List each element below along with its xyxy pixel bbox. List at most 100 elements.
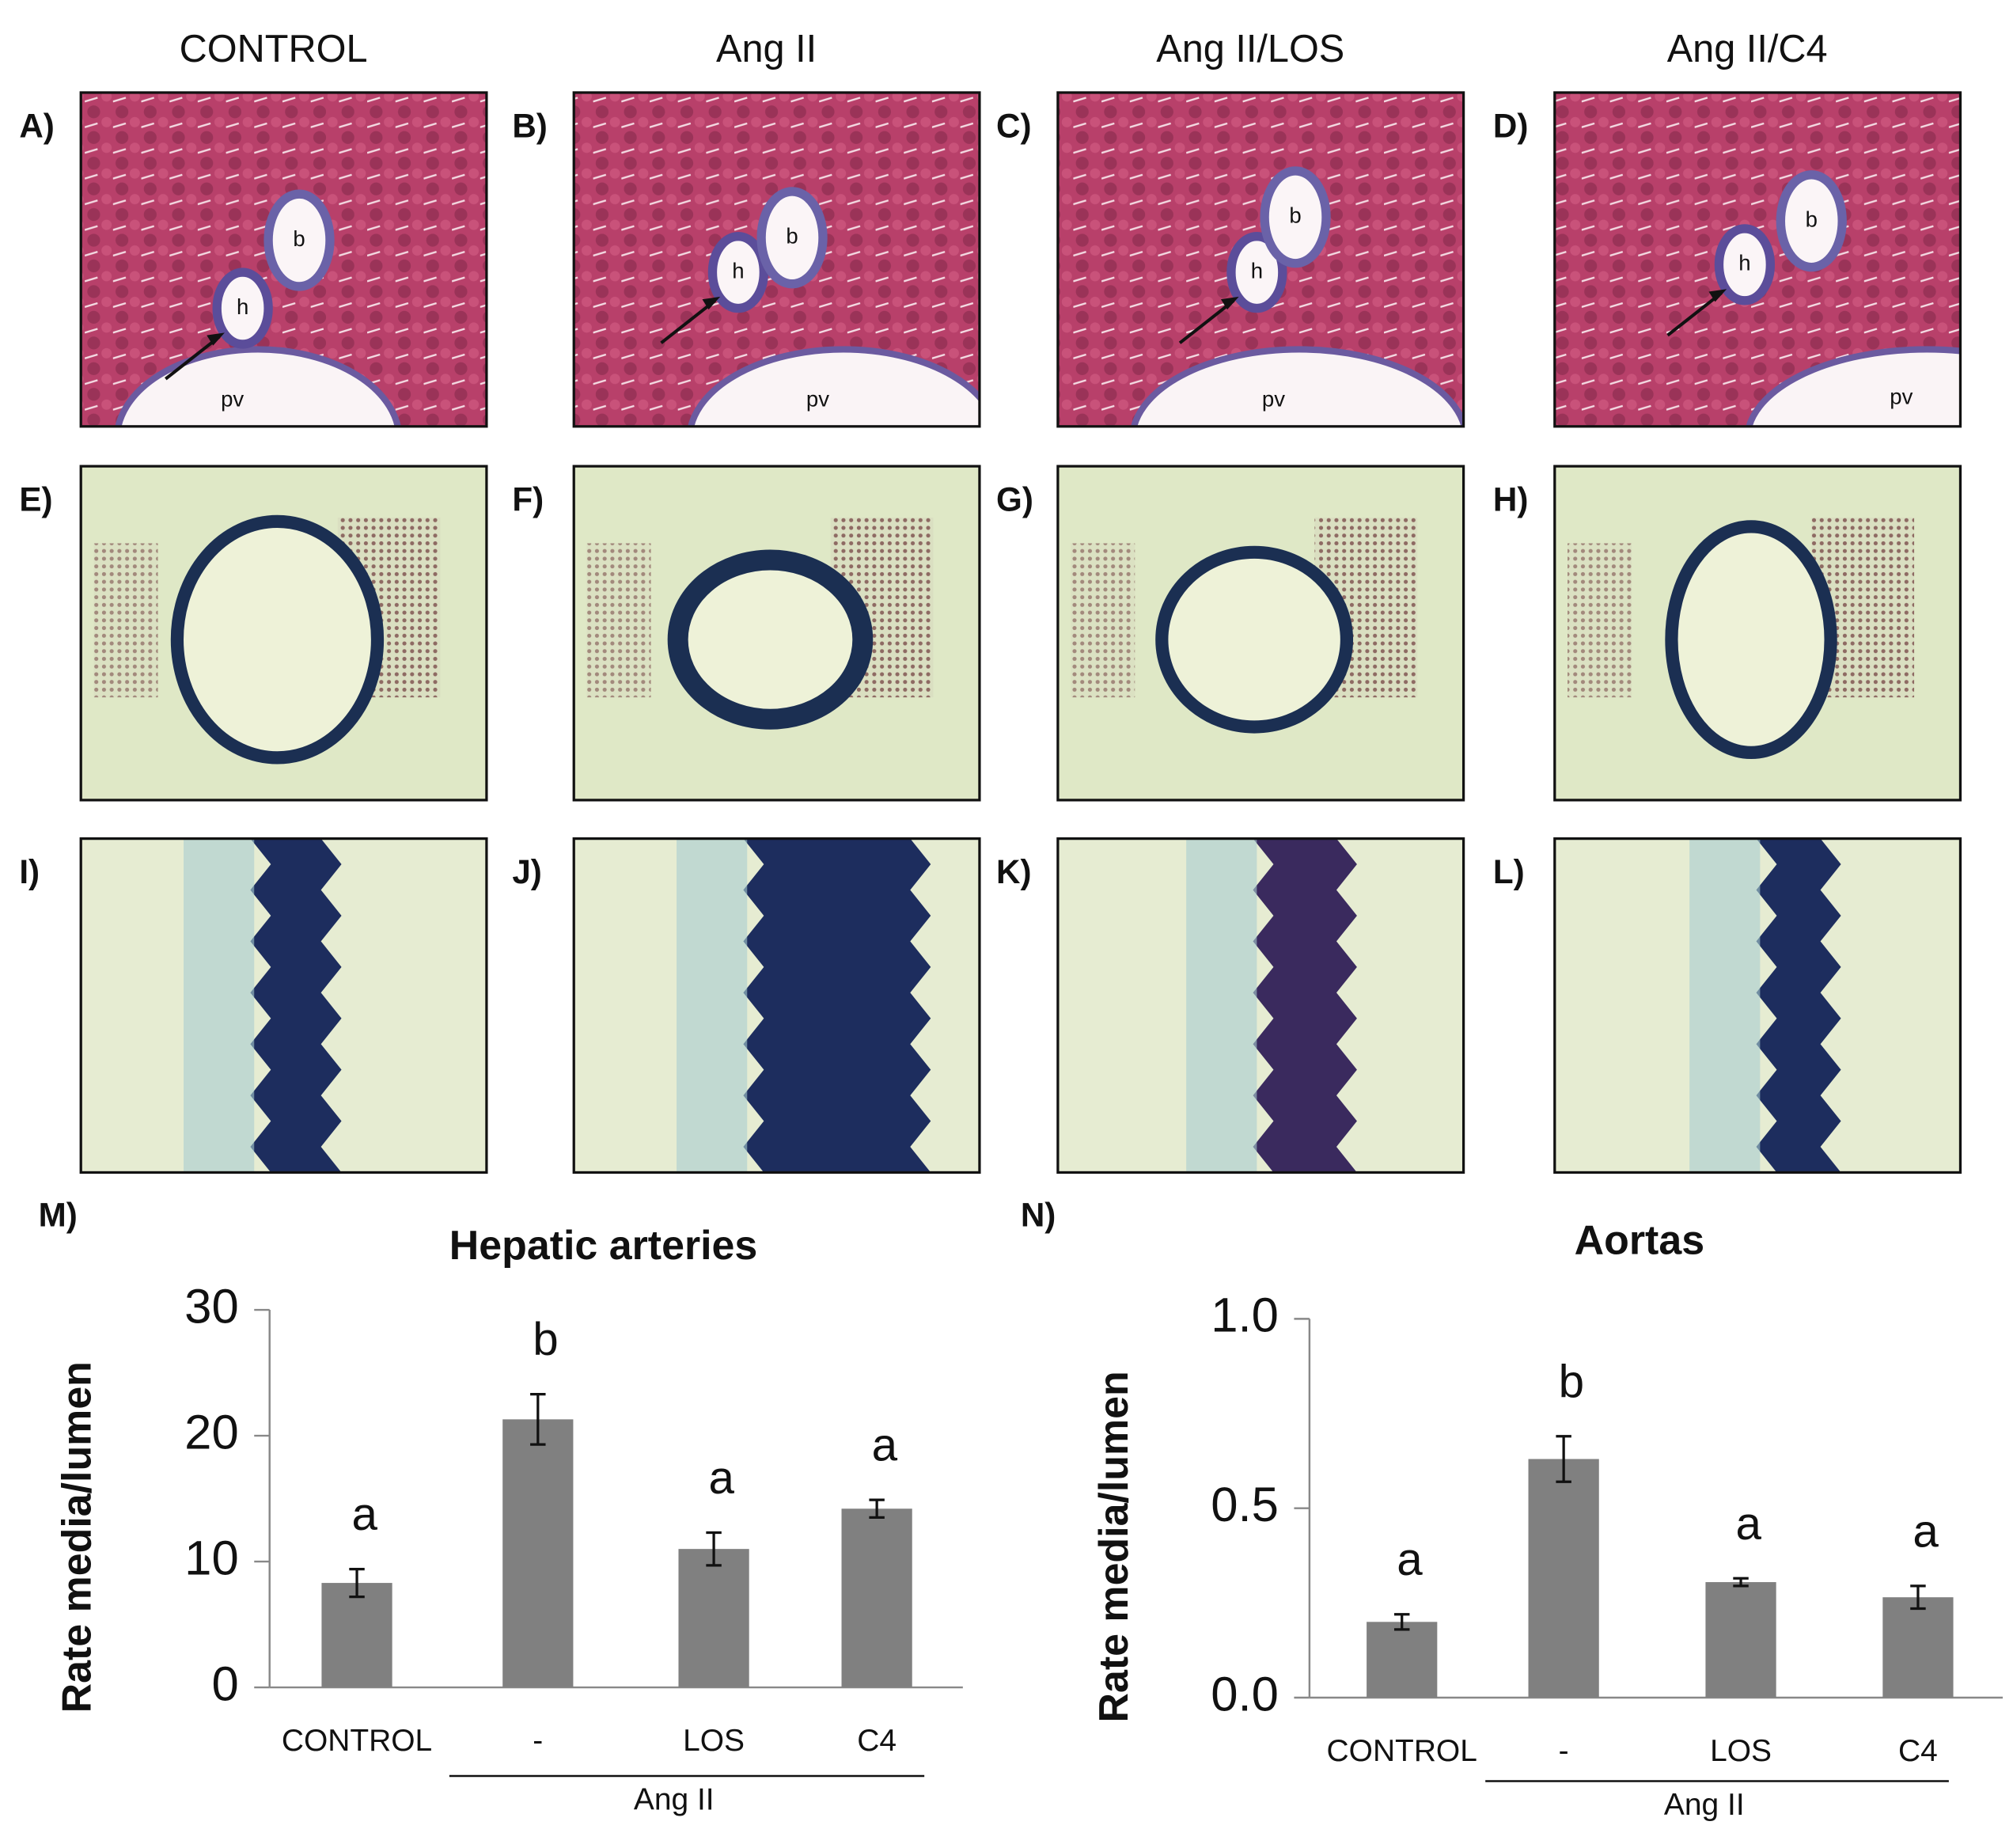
column-header: Ang II/C4 [1667,28,1828,70]
hepatic-artery [1226,232,1287,313]
significance-letter: b [533,1314,558,1365]
micrograph-content [81,466,487,800]
panel-border [79,837,488,1174]
panel-label: M) [39,1196,78,1233]
bile-duct [263,189,335,291]
panel-label: H) [1493,481,1529,518]
column-header: Ang II [716,28,817,70]
error-bar [349,1567,365,1599]
significance-letter: a [1736,1498,1762,1550]
blood [93,543,158,698]
y-tick-label: 0.0 [1211,1667,1279,1721]
micrograph-content [1554,466,1961,800]
panel-label: F) [512,481,544,518]
error-bar [1733,1577,1749,1588]
micrograph-content [1057,466,1464,800]
y-tick-label: 1.0 [1211,1288,1279,1343]
portal-vein [115,346,401,427]
image-annotation: h [732,258,744,283]
panel-label: J) [512,853,542,890]
panel-border [79,91,488,428]
micrograph-content [81,92,487,427]
arrow-head [207,332,225,346]
micrograph [1056,465,1465,802]
adventitia [1186,838,1257,1173]
micrograph-content [574,838,980,1173]
panel-label: I) [19,853,40,890]
arrow [165,335,221,381]
image-annotation: b [293,226,305,251]
group-label: Ang II [634,1783,715,1817]
column-header: CONTROL [180,28,368,70]
bar [502,1419,574,1688]
x-tick-label: C4 [1898,1734,1938,1768]
adventitia [184,838,255,1173]
image-annotation: pv [1890,384,1913,408]
x-tick-label: - [1559,1734,1569,1768]
panel-label: C) [996,108,1032,145]
y-tick-label: 0.5 [1211,1478,1279,1532]
panel-label: E) [19,481,52,518]
micrograph-content [574,466,980,800]
bar [1705,1582,1776,1698]
error-bar [869,1498,885,1520]
aorta-media [1756,838,1841,1173]
aorta-wall [170,514,385,765]
y-tick-label: 0 [211,1656,238,1711]
panel-border [1056,465,1465,802]
panel-label: A) [19,108,55,145]
significance-letter: a [1397,1534,1423,1585]
image-annotation: b [1806,207,1818,231]
micrograph-content [574,92,980,427]
hepatic-artery [212,268,273,349]
x-tick-label: LOS [683,1724,745,1758]
error-bar [1556,1435,1571,1483]
panel-border [79,465,488,802]
significance-letter: a [1913,1505,1939,1557]
panel-label: K) [996,853,1032,890]
micrograph [1553,465,1962,802]
image-annotation: pv [806,387,829,412]
panel-label: L) [1493,853,1525,890]
micrograph [79,837,488,1174]
micrograph-content [1057,92,1464,427]
micrograph [1553,837,1962,1174]
portal-vein [688,346,980,427]
x-tick-label: C4 [857,1724,897,1758]
arrow [660,299,716,344]
image-annotation: h [1251,258,1263,283]
error-bar [1910,1584,1926,1611]
aorta-media [1253,838,1357,1173]
panel-border [1056,91,1465,428]
panel-border [1553,837,1962,1174]
blood [1071,543,1135,698]
aorta-wall [667,549,874,730]
panel-border [572,91,981,428]
adventitia [677,838,748,1173]
portal-vein [1131,346,1464,427]
arrow-head [1708,289,1727,302]
y-tick-label: 20 [184,1405,239,1459]
micrograph [1056,91,1465,428]
micrograph [79,91,488,428]
hepatic-artery [707,232,769,313]
aorta-wall [1155,545,1354,734]
aorta-media [743,838,931,1173]
micrograph-content [81,838,487,1173]
micrograph-content [1554,92,1961,427]
micrograph [79,465,488,802]
panel-border [1553,465,1962,802]
error-bar [1393,1613,1410,1631]
panel-border [572,837,981,1174]
micrograph-content [1057,838,1464,1173]
arrow-head [1220,296,1239,310]
panel-label: D) [1493,108,1529,145]
significance-letter: a [709,1452,735,1504]
image-annotation: pv [1262,387,1285,412]
arrow [1666,291,1723,337]
error-bar [706,1531,722,1567]
panel-border [1056,837,1465,1174]
image-annotation: b [786,224,798,249]
bar [841,1508,912,1688]
adventitia [1689,838,1761,1173]
